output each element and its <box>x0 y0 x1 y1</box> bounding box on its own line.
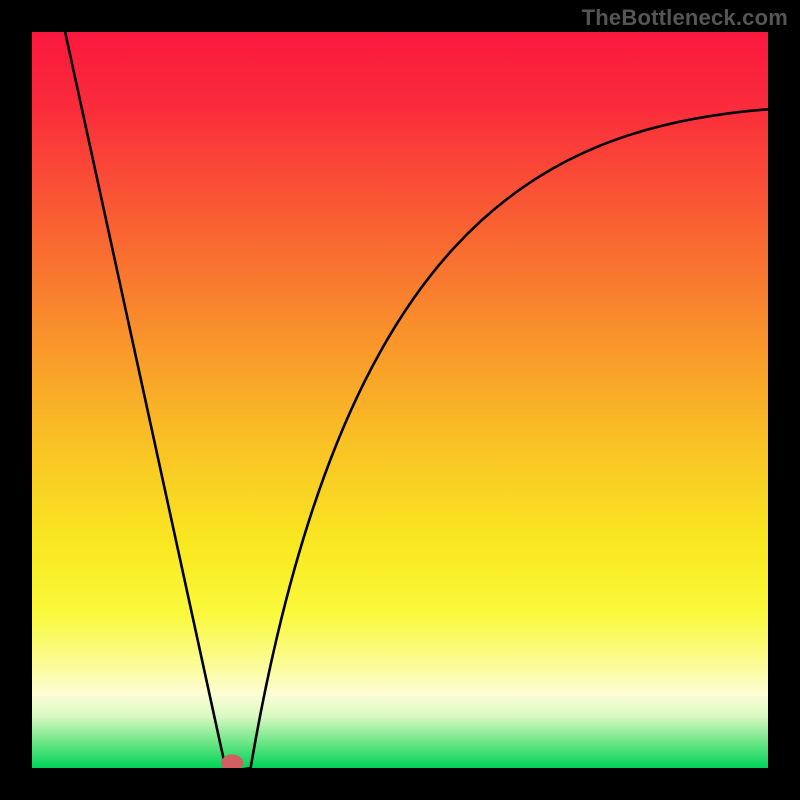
plot-svg <box>32 32 768 768</box>
watermark-text: TheBottleneck.com <box>582 5 788 31</box>
chart-frame: TheBottleneck.com <box>0 0 800 800</box>
plot-area <box>32 32 768 768</box>
gradient-background <box>32 32 768 768</box>
